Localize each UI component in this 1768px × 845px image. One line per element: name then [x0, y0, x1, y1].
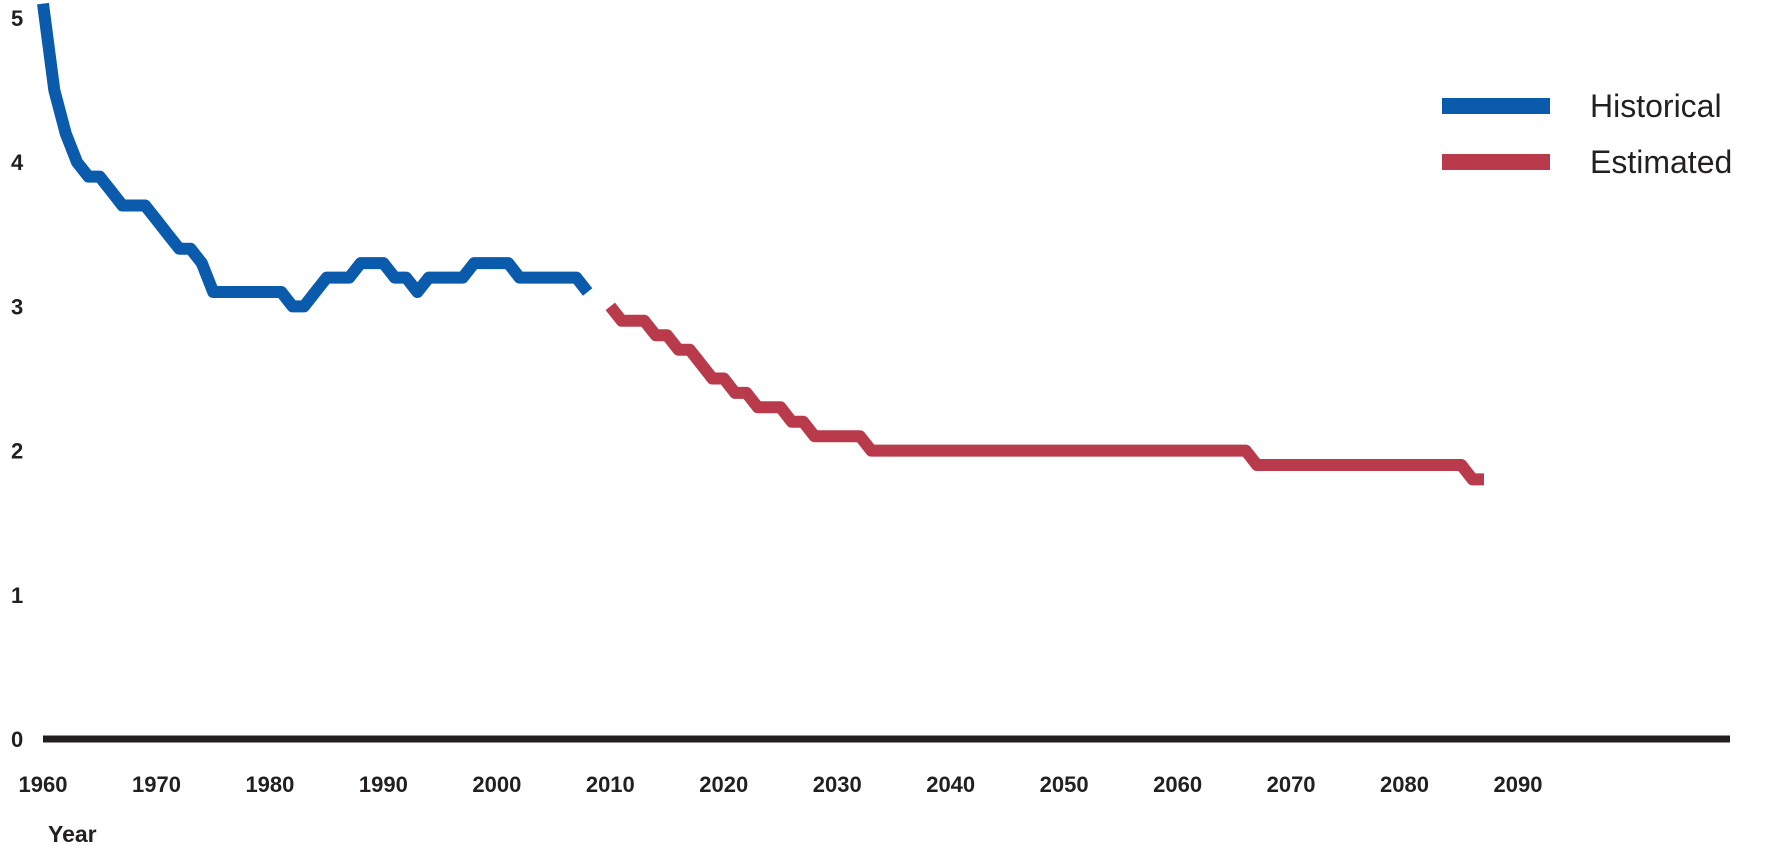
y-tick-label: 0: [11, 727, 23, 752]
legend: Historical Estimated: [1442, 88, 1732, 180]
x-tick-label: 1980: [245, 772, 294, 797]
series-line-estimated: [605, 302, 1484, 486]
y-axis-ticks: 0 1 2 3 4 5: [11, 6, 24, 752]
x-tick-label: 1960: [19, 772, 68, 797]
y-tick-label: 5: [11, 6, 23, 31]
x-tick-label: 2040: [926, 772, 975, 797]
x-tick-label: 2000: [472, 772, 521, 797]
x-tick-label: 1970: [132, 772, 181, 797]
x-tick-label: 1990: [359, 772, 408, 797]
y-tick-label: 2: [11, 439, 23, 464]
series-line-historical: [37, 2, 593, 313]
legend-label-estimated: Estimated: [1590, 144, 1732, 180]
x-tick-label: 2050: [1040, 772, 1089, 797]
x-tick-label: 2030: [813, 772, 862, 797]
x-tick-label: 2010: [586, 772, 635, 797]
series-layer: [37, 2, 1484, 486]
legend-label-historical: Historical: [1590, 88, 1722, 124]
y-tick-label: 4: [11, 150, 24, 175]
y-tick-label: 3: [11, 294, 23, 319]
x-tick-label: 2080: [1380, 772, 1429, 797]
x-tick-label: 2070: [1267, 772, 1316, 797]
x-tick-label: 2060: [1153, 772, 1202, 797]
x-tick-label: 2020: [699, 772, 748, 797]
y-tick-label: 1: [11, 583, 23, 608]
x-tick-label: 2090: [1494, 772, 1543, 797]
x-axis-ticks: 1960 1970 1980 1990 2000 2010 2020 2030 2040 2050…: [19, 772, 1543, 797]
x-axis-title: Year: [48, 821, 97, 845]
